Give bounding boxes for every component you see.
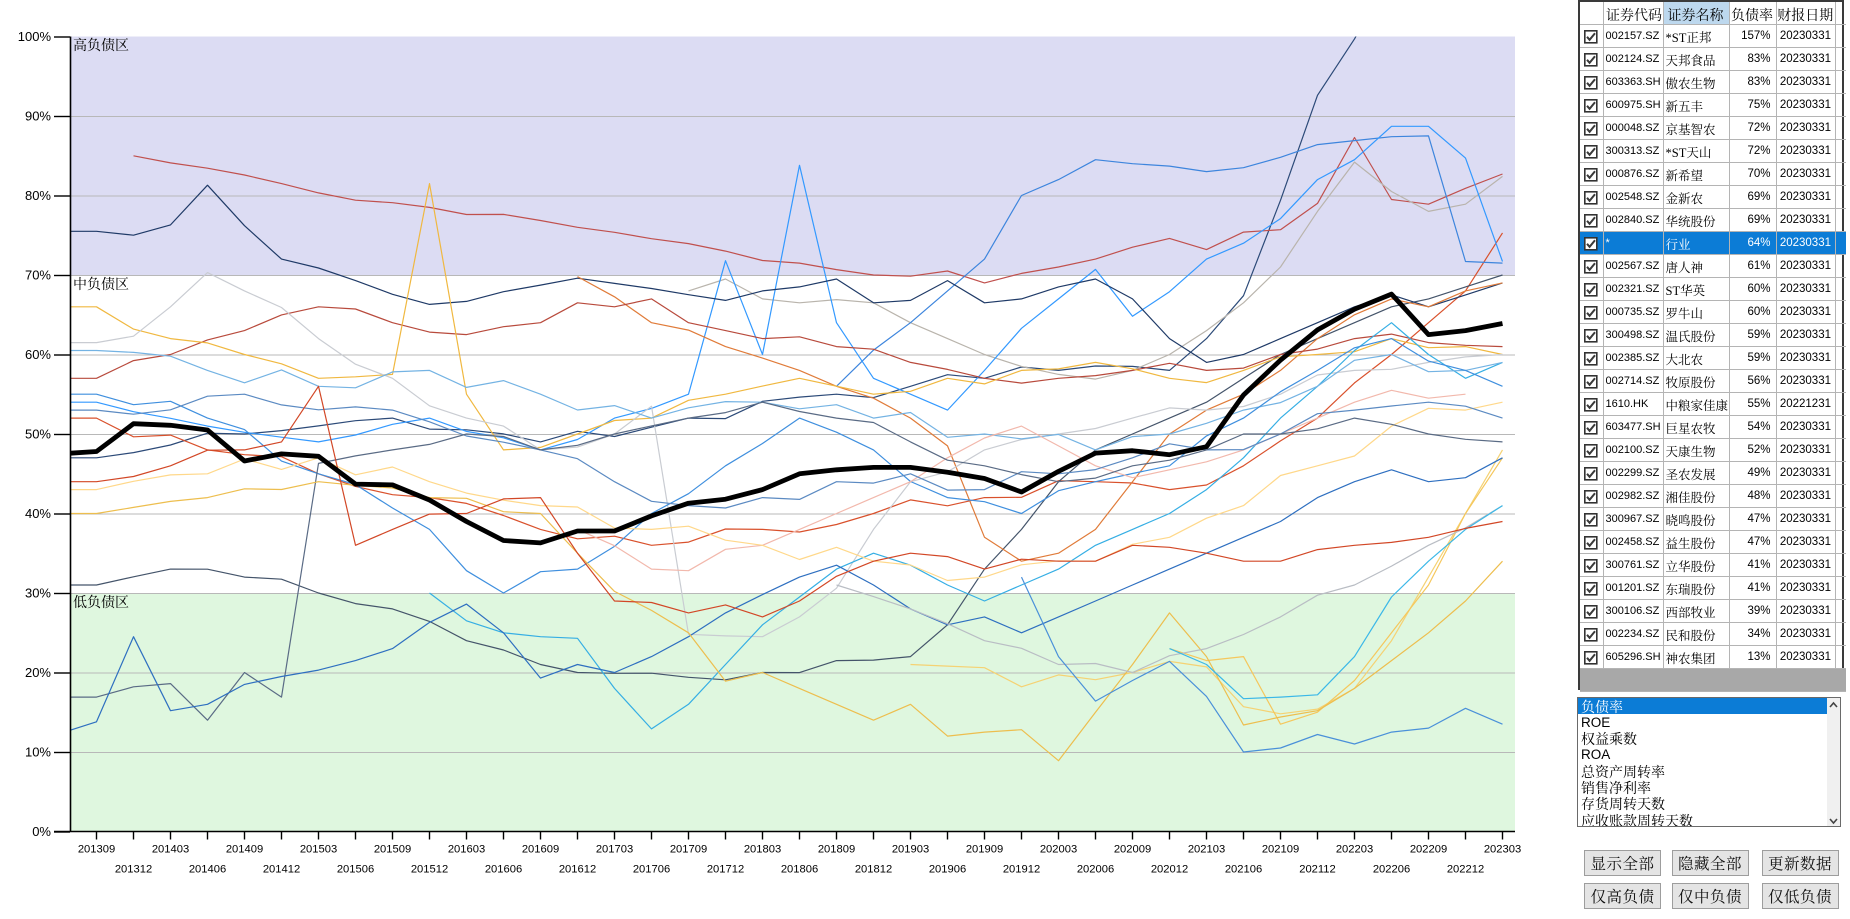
svg-text:100%: 100% bbox=[18, 29, 52, 44]
svg-text:202003: 202003 bbox=[1040, 844, 1077, 856]
svg-text:201706: 201706 bbox=[633, 864, 670, 876]
svg-text:201812: 201812 bbox=[855, 864, 892, 876]
svg-text:70%: 70% bbox=[25, 268, 51, 283]
svg-text:90%: 90% bbox=[25, 109, 51, 124]
svg-text:202209: 202209 bbox=[1410, 844, 1447, 856]
svg-text:201803: 201803 bbox=[744, 844, 781, 856]
svg-text:30%: 30% bbox=[25, 586, 51, 601]
svg-text:201412: 201412 bbox=[263, 864, 300, 876]
svg-text:0%: 0% bbox=[32, 824, 51, 839]
svg-text:201509: 201509 bbox=[374, 844, 411, 856]
svg-text:201506: 201506 bbox=[337, 864, 374, 876]
svg-text:201312: 201312 bbox=[115, 864, 152, 876]
svg-text:10%: 10% bbox=[25, 745, 51, 760]
svg-text:202109: 202109 bbox=[1262, 844, 1299, 856]
svg-text:40%: 40% bbox=[25, 506, 51, 521]
svg-text:202206: 202206 bbox=[1373, 864, 1410, 876]
svg-text:高负债区: 高负债区 bbox=[73, 35, 129, 55]
svg-text:201309: 201309 bbox=[78, 844, 115, 856]
svg-text:201903: 201903 bbox=[892, 844, 929, 856]
svg-text:201912: 201912 bbox=[1003, 864, 1040, 876]
svg-text:60%: 60% bbox=[25, 347, 51, 362]
svg-text:201503: 201503 bbox=[300, 844, 337, 856]
svg-text:低负债区: 低负债区 bbox=[73, 592, 129, 612]
svg-text:201809: 201809 bbox=[818, 844, 855, 856]
svg-text:201906: 201906 bbox=[929, 864, 966, 876]
svg-text:201603: 201603 bbox=[448, 844, 485, 856]
svg-text:20%: 20% bbox=[25, 665, 51, 680]
svg-text:中负债区: 中负债区 bbox=[73, 274, 129, 294]
svg-text:201406: 201406 bbox=[189, 864, 226, 876]
svg-text:201806: 201806 bbox=[781, 864, 818, 876]
svg-text:202212: 202212 bbox=[1447, 864, 1484, 876]
svg-text:201909: 201909 bbox=[966, 844, 1003, 856]
svg-text:201709: 201709 bbox=[670, 844, 707, 856]
svg-text:202106: 202106 bbox=[1225, 864, 1262, 876]
svg-text:50%: 50% bbox=[25, 427, 51, 442]
svg-text:202012: 202012 bbox=[1151, 864, 1188, 876]
svg-text:201409: 201409 bbox=[226, 844, 263, 856]
svg-text:201612: 201612 bbox=[559, 864, 596, 876]
svg-text:201703: 201703 bbox=[596, 844, 633, 856]
svg-text:202103: 202103 bbox=[1188, 844, 1225, 856]
svg-text:202006: 202006 bbox=[1077, 864, 1114, 876]
svg-text:201512: 201512 bbox=[411, 864, 448, 876]
svg-text:202009: 202009 bbox=[1114, 844, 1151, 856]
svg-text:202203: 202203 bbox=[1336, 844, 1373, 856]
svg-text:202303: 202303 bbox=[1484, 844, 1521, 856]
svg-text:201606: 201606 bbox=[485, 864, 522, 876]
svg-text:80%: 80% bbox=[25, 188, 51, 203]
svg-text:201712: 201712 bbox=[707, 864, 744, 876]
svg-text:201403: 201403 bbox=[152, 844, 189, 856]
svg-text:202112: 202112 bbox=[1299, 864, 1336, 876]
svg-text:201609: 201609 bbox=[522, 844, 559, 856]
